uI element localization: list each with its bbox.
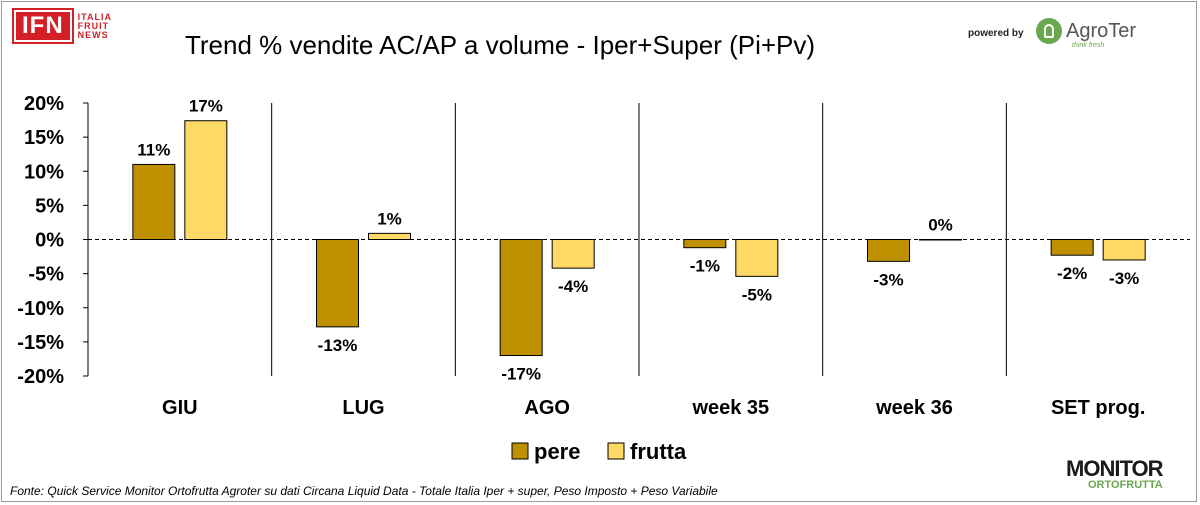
bar-frutta [919,239,962,241]
ifn-logo-main: IFN [12,8,74,44]
bar-frutta [735,239,779,277]
ifn-logo: IFN ITALIA FRUIT NEWS [12,8,112,44]
x-tick-label: GIU [162,397,198,419]
chart-title: Trend % vendite AC/AP a volume - Iper+Su… [184,30,816,60]
data-label-pere: -13% [318,336,358,355]
agroter-tree-icon [1036,18,1062,44]
data-label-pere: -2% [1057,264,1087,283]
bar-frutta [184,120,228,240]
x-tick-label: week 36 [875,397,953,419]
agroter-logo: AgroTer [1036,18,1136,44]
bar-frutta [368,232,411,240]
bar-pere [499,239,543,357]
bar-pere [683,239,727,249]
data-label-frutta: 0% [928,216,953,235]
monitor-ortofrutta-logo: MONITOR ORTOFRUTTA [1066,458,1163,491]
bar-frutta [1102,239,1146,261]
legend-swatch-pere [511,442,529,460]
y-tick-label: 10% [24,161,64,183]
monitor-logo-main: MONITOR [1066,456,1163,481]
data-label-frutta: 1% [377,209,402,228]
bar-pere [316,239,359,328]
bar-pere [1050,239,1094,256]
y-tick-label: 20% [24,93,64,115]
bar-pere [867,239,910,262]
x-tick-label: LUG [342,397,384,419]
ifn-logo-sub-line: ITALIA [77,11,112,22]
legend-label-frutta: frutta [630,439,687,464]
data-label-pere: 11% [137,140,170,159]
data-label-frutta: 17% [189,97,223,116]
powered-by-label: powered by [968,28,1024,39]
source-note: Fonte: Quick Service Monitor Ortofrutta … [10,484,718,498]
agroter-logo-text: AgroTer [1066,19,1137,42]
data-label-frutta: -3% [1109,269,1139,288]
agroter-tagline: think fresh [1072,42,1105,49]
ifn-logo-sub-line: NEWS [77,29,109,40]
data-label-pere: -3% [873,270,903,289]
y-tick-label: 15% [24,127,64,149]
x-tick-label: AGO [524,397,570,419]
bar-pere [132,163,176,240]
legend-swatch-frutta [607,442,625,460]
x-tick-label: SET prog. [1051,397,1145,419]
monitor-logo-sub: ORTOFRUTTA [1088,479,1163,491]
ifn-logo-sub: ITALIA FRUIT NEWS [77,11,112,40]
data-label-frutta: -5% [742,285,772,304]
y-tick-label: -10% [17,298,64,320]
y-tick-label: -5% [28,264,64,286]
bar-frutta [551,239,595,269]
y-tick-label: -20% [17,366,64,388]
y-tick-label: -15% [17,332,64,354]
legend-label-pere: pere [534,439,580,464]
data-label-frutta: -4% [558,277,588,296]
x-tick-label: week 35 [691,397,769,419]
data-label-pere: -1% [690,257,720,276]
data-label-pere: -17% [501,365,541,384]
ifn-logo-sub-line: FRUIT [77,20,110,31]
y-tick-label: 0% [35,230,64,252]
y-tick-label: 5% [35,195,64,217]
